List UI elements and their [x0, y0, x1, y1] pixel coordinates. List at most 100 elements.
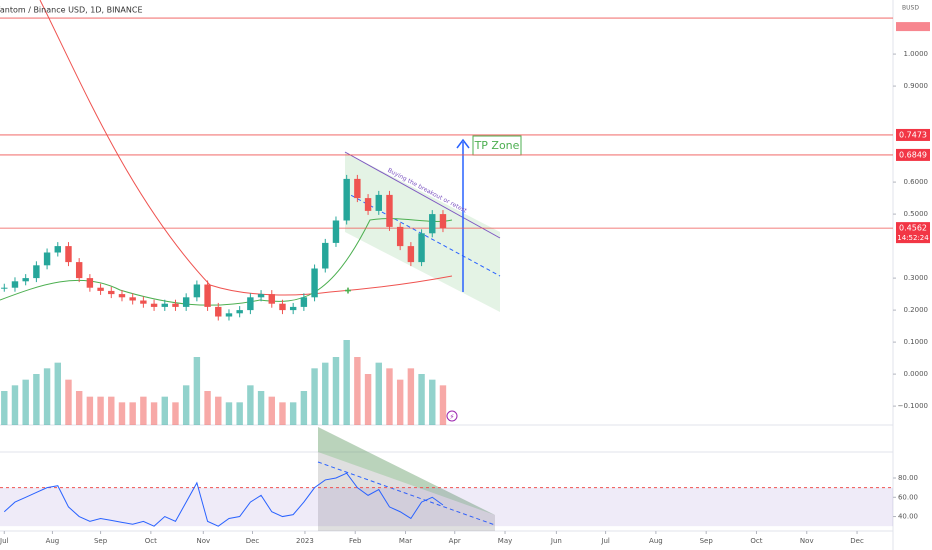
- volume-bar: [182, 385, 190, 425]
- quote-currency: BUSD: [902, 5, 919, 12]
- level-label: 0.7473: [899, 130, 927, 139]
- x-tick-label: Apr: [449, 537, 461, 545]
- volume-bar: [332, 357, 340, 425]
- rsi-band: [0, 487, 893, 527]
- channel: [345, 152, 500, 312]
- x-tick-label: Aug: [46, 537, 60, 545]
- candle-body: [396, 226, 404, 247]
- volume-bar: [204, 391, 211, 425]
- candle-body: [386, 194, 393, 227]
- volume-bar: [375, 362, 382, 425]
- candle-body: [161, 303, 168, 307]
- y-tick-label: 0.5000: [904, 210, 929, 218]
- candle-body: [322, 242, 329, 269]
- volume-bar: [311, 368, 318, 425]
- annotation: TP Zone: [474, 139, 520, 152]
- rsi-tick-label: 40.00: [898, 513, 918, 521]
- volume-bar: [150, 402, 158, 425]
- x-tick-label: 2023: [296, 537, 314, 545]
- volume-bar: [257, 391, 265, 425]
- volume-bar: [33, 374, 40, 425]
- candle-body: [86, 278, 94, 288]
- volume-bar: [22, 379, 29, 425]
- hline-tag: [896, 22, 930, 32]
- volume-bar: [407, 368, 415, 425]
- rsi-channel: [318, 427, 495, 531]
- x-tick-label: Oct: [145, 537, 157, 545]
- candle-body: [129, 297, 136, 301]
- volume-bar: [396, 379, 404, 425]
- candle-body: [300, 297, 308, 307]
- level-tag: [896, 222, 930, 235]
- candle-body: [332, 220, 340, 243]
- candle-body: [11, 281, 19, 288]
- volume-bar: [236, 402, 243, 425]
- level-tag: [896, 128, 930, 141]
- x-tick-label: Sep: [94, 537, 108, 545]
- y-tick-label: 0.2000: [904, 306, 929, 314]
- x-tick-label: Oct: [750, 537, 762, 545]
- candle-body: [289, 306, 297, 311]
- candle-body: [172, 303, 179, 307]
- x-tick-label: Feb: [349, 537, 362, 545]
- chart-title: Fantom / Binance USD, 1D, BINANCE: [0, 6, 143, 15]
- candle-body: [204, 284, 211, 307]
- volume-bar: [215, 396, 222, 425]
- countdown-tag: [896, 233, 930, 244]
- volume-bar: [193, 357, 201, 425]
- candle-body: [75, 262, 83, 279]
- x-tick-label: May: [498, 537, 512, 545]
- candle-body: [439, 214, 447, 229]
- x-tick-label: Mar: [399, 537, 412, 545]
- candle-body: [343, 178, 350, 221]
- candle-body: [118, 294, 126, 298]
- rsi-line: [3, 472, 444, 527]
- volume-bar: [118, 402, 126, 425]
- x-tick-label: Dec: [850, 537, 864, 545]
- x-tick-label: Dec: [246, 537, 260, 545]
- x-tick-label: Aug: [649, 537, 663, 545]
- volume-bar: [75, 391, 83, 425]
- x-tick-label: Nov: [196, 537, 210, 545]
- trendline: [344, 151, 501, 239]
- candle-body: [215, 306, 222, 317]
- event-icon-glyph: ⚡: [450, 413, 455, 421]
- candle-body: [418, 233, 425, 263]
- y-tick-label: 0.0000: [904, 370, 929, 378]
- volume-bar: [172, 402, 179, 425]
- rsi-channel-mid: [317, 461, 496, 526]
- volume-bar: [279, 402, 286, 425]
- candle-body: [108, 290, 115, 295]
- volume-bar: [418, 374, 425, 425]
- volume-bar: [43, 368, 51, 425]
- volume-bar: [225, 402, 233, 425]
- x-tick-label: Jul: [600, 537, 610, 545]
- candle-body: [43, 252, 51, 266]
- candle-body: [1, 287, 8, 289]
- candle-body: [65, 246, 72, 263]
- y-tick-label: 1.0000: [904, 50, 929, 58]
- candle-body: [279, 303, 286, 311]
- volume-bar: [439, 385, 447, 425]
- volume-bar: [108, 396, 115, 425]
- volume-bar: [364, 374, 372, 425]
- ma-long: [39, 0, 453, 296]
- level-tag: [896, 148, 930, 161]
- candle-body: [193, 284, 201, 298]
- candle-body: [182, 297, 190, 307]
- candle-body: [140, 300, 147, 304]
- cross-marker: ✚: [345, 287, 352, 296]
- candle-body: [247, 297, 254, 311]
- volume-bar: [54, 362, 61, 425]
- volume-bar: [1, 391, 8, 425]
- y-tick-label: 0.9000: [904, 82, 929, 90]
- x-tick-label: Nov: [800, 537, 814, 545]
- volume-bar: [429, 379, 436, 425]
- rsi-channel-top: [318, 427, 495, 515]
- volume-bar: [140, 396, 147, 425]
- volume-bar: [268, 396, 275, 425]
- volume-bar: [65, 379, 72, 425]
- volume-bar: [289, 402, 297, 425]
